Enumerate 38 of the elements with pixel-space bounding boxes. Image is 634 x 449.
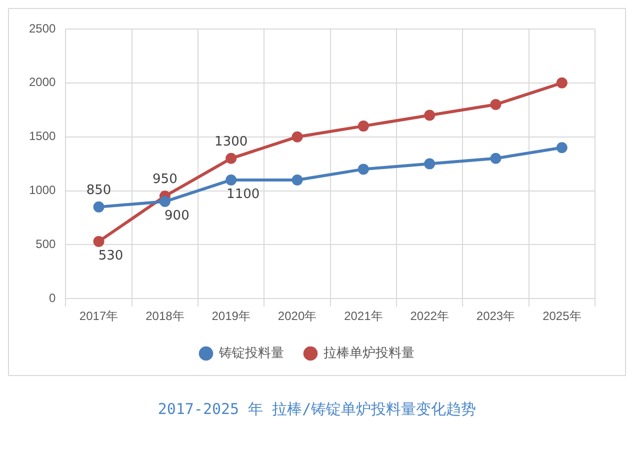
x-tick-label: 2023年: [476, 309, 516, 324]
point: [358, 164, 369, 175]
data-label: 530: [98, 248, 124, 264]
y-tick-label: 2000: [28, 75, 56, 90]
x-tick-label: 2021年: [344, 309, 383, 324]
data-label: 1300: [214, 134, 248, 150]
point: [490, 152, 502, 164]
data-label: 850: [86, 182, 112, 198]
y-tick-label: 0: [49, 290, 56, 305]
point: [159, 196, 170, 208]
point: [556, 142, 568, 154]
x-tick-label: 2025年: [542, 309, 582, 324]
point: [358, 120, 369, 132]
y-tick-label: 2500: [28, 21, 56, 36]
data-label: 1100: [226, 186, 260, 202]
x-tick-label: 2019年: [212, 309, 250, 324]
point: [226, 174, 237, 186]
point: [226, 152, 237, 164]
y-tick-label: 500: [36, 236, 56, 251]
point: [292, 174, 303, 186]
point: [490, 98, 502, 110]
x-tick-label: 2022年: [410, 309, 449, 324]
x-tick-label: 2017年: [79, 309, 118, 324]
x-tick-label: 2020年: [278, 309, 317, 324]
y-tick-label: 1000: [28, 183, 56, 198]
point: [292, 131, 303, 142]
x-tick-label: 2018年: [146, 309, 184, 324]
data-label: 950: [152, 172, 178, 188]
text: 2017-2025 年 拉棒/铸锭单炉投料量变化趋势: [156, 400, 478, 419]
legend-label: 铸锭投料量: [218, 345, 284, 360]
point: [424, 110, 436, 121]
point: [93, 201, 104, 212]
point: [424, 158, 436, 170]
data-label: 900: [164, 208, 190, 224]
y-tick-label: 1500: [28, 129, 56, 144]
legend-label: 拉棒单炉投料量: [324, 345, 414, 360]
point: [93, 236, 104, 247]
point: [556, 77, 568, 88]
